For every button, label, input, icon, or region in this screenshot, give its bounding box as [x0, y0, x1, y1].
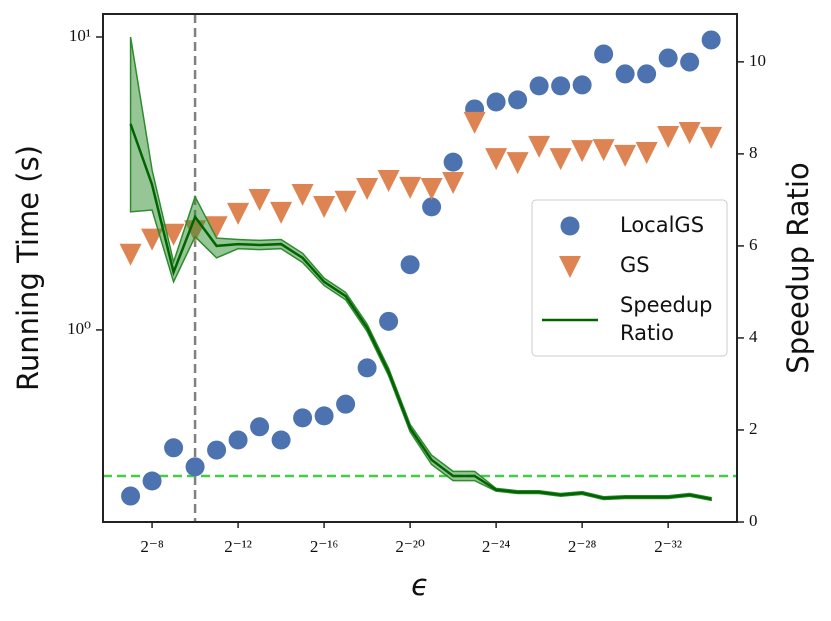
- point: [615, 64, 635, 84]
- error-band: [129, 36, 712, 502]
- point: [701, 30, 721, 50]
- point: [637, 64, 657, 84]
- point: [549, 148, 572, 171]
- y2-tick-label: 0: [749, 511, 758, 530]
- point: [207, 440, 227, 460]
- point: [379, 311, 399, 331]
- point: [227, 202, 250, 225]
- point: [141, 228, 164, 251]
- point: [164, 438, 184, 458]
- point: [700, 126, 723, 149]
- point: [443, 152, 463, 172]
- point: [334, 190, 357, 213]
- point: [142, 471, 162, 491]
- y2-tick-label: 8: [749, 143, 758, 162]
- point: [248, 188, 271, 211]
- point: [680, 52, 700, 72]
- point: [571, 140, 594, 163]
- point: [486, 92, 506, 112]
- point: [314, 406, 334, 426]
- legend-label: GS: [620, 253, 650, 277]
- y2-tick-label: 6: [749, 235, 758, 254]
- y2-tick-label: 2: [749, 419, 758, 438]
- point: [185, 457, 205, 477]
- point: [205, 216, 228, 239]
- point: [313, 195, 336, 218]
- legend-label: LocalGS: [620, 213, 704, 237]
- point: [592, 139, 615, 162]
- y-axis-label: Running Time (s): [11, 145, 45, 391]
- point: [614, 144, 637, 167]
- point: [508, 90, 528, 110]
- point: [506, 152, 529, 175]
- point: [121, 486, 141, 506]
- point: [293, 408, 313, 428]
- y-tick-label: 10⁰: [67, 319, 91, 338]
- x-tick-label: 2⁻²⁸: [568, 537, 597, 556]
- x-tick-label: 2⁻²⁰: [395, 537, 425, 556]
- point: [594, 44, 614, 64]
- point: [422, 197, 442, 217]
- point: [336, 394, 356, 414]
- point: [463, 111, 486, 134]
- point: [399, 176, 422, 199]
- y2-axis-label: Speedup Ratio: [781, 162, 815, 373]
- point: [572, 75, 592, 95]
- x-tick-label: 2⁻³²: [654, 537, 682, 556]
- point: [657, 126, 680, 149]
- point: [270, 201, 293, 224]
- point: [485, 148, 508, 171]
- x-tick-label: 2⁻⁸: [140, 537, 163, 556]
- line: [129, 123, 712, 501]
- plot-frame: [102, 13, 738, 523]
- point: [377, 169, 400, 192]
- point: [357, 358, 377, 378]
- point: [529, 76, 549, 96]
- point: [678, 121, 701, 144]
- y-tick-label: 10¹: [69, 26, 91, 45]
- legend-label: Speedup Ratio: [620, 293, 719, 345]
- x-axis-label: ϵ: [411, 568, 429, 602]
- point: [528, 135, 551, 158]
- point: [119, 243, 142, 266]
- point: [658, 48, 678, 68]
- point: [400, 255, 420, 275]
- legend-marker: [559, 256, 581, 278]
- legend-box: [531, 199, 728, 357]
- point: [442, 171, 465, 194]
- point: [271, 430, 291, 450]
- point: [356, 178, 379, 201]
- x-tick-label: 2⁻¹²: [224, 537, 252, 556]
- point: [635, 141, 658, 164]
- point: [162, 223, 185, 246]
- y2-tick-label: 10: [749, 51, 766, 70]
- point: [228, 430, 248, 450]
- y2-tick-label: 4: [749, 327, 758, 346]
- x-tick-label: 2⁻¹⁶: [310, 537, 339, 556]
- x-tick-label: 2⁻²⁴: [482, 537, 511, 556]
- point: [291, 184, 314, 207]
- point: [420, 178, 443, 201]
- point: [250, 417, 270, 437]
- legend-marker: [560, 216, 580, 236]
- point: [551, 76, 571, 96]
